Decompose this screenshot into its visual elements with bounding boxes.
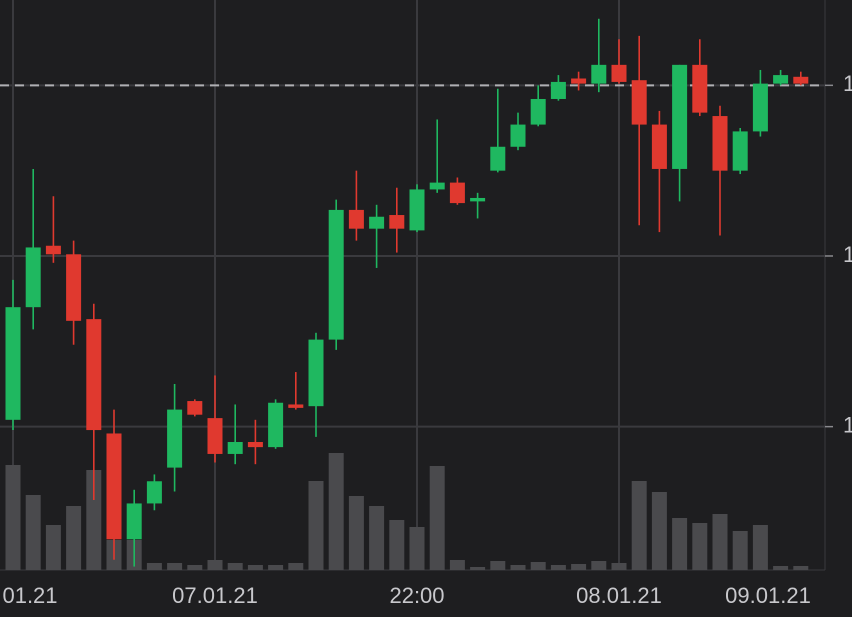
candle-body [712, 116, 728, 171]
x-tick-label: 09.01.21 [725, 583, 811, 608]
candle-body [227, 442, 243, 454]
candle-body [5, 307, 21, 420]
volume-bar [328, 453, 344, 570]
candle-body [732, 131, 748, 171]
candle-body [550, 81, 566, 99]
candle-body [793, 76, 809, 84]
candle-body [429, 182, 445, 190]
volume-bar [66, 506, 82, 570]
volume-bar [732, 531, 748, 570]
candle-body [389, 215, 405, 229]
volume-bar [752, 525, 768, 570]
volume-bar [510, 565, 526, 570]
candle-body [66, 254, 82, 321]
volume-bar [308, 481, 324, 570]
candle-body [308, 339, 324, 407]
candle-body [672, 64, 688, 169]
volume-bar [247, 565, 263, 570]
volume-bar [530, 562, 546, 570]
candle-body [773, 75, 789, 84]
volume-bar [692, 523, 708, 570]
volume-bar [550, 565, 566, 570]
volume-bar [5, 465, 21, 570]
volume-bar [288, 563, 304, 570]
volume-bar [793, 566, 809, 570]
candle-body [651, 124, 667, 169]
volume-bar [470, 567, 486, 570]
candle-body [611, 64, 627, 82]
volume-bar [227, 563, 243, 570]
x-tick-label: 07.01.21 [172, 583, 258, 608]
volume-bar [187, 565, 203, 570]
candle-body [45, 245, 61, 255]
volume-bar [369, 506, 385, 570]
volume-bar [490, 561, 506, 570]
y-tick-label: 1 [843, 242, 852, 267]
volume-bar [45, 525, 61, 570]
volume-bar [591, 561, 607, 570]
candle-body [288, 404, 304, 408]
volume-bar [651, 492, 667, 570]
candle-body [187, 401, 203, 415]
candle-body [247, 442, 263, 448]
candle-body [490, 146, 506, 171]
volume-bar [672, 518, 688, 570]
x-tick-label: 08.01.21 [576, 583, 662, 608]
volume-bar [712, 514, 728, 570]
volume-bar [389, 520, 405, 570]
candle-body [752, 83, 768, 132]
x-tick-label: 01.21 [2, 583, 57, 608]
volume-bar [348, 496, 364, 570]
candle-body [146, 481, 162, 504]
y-tick-label: 1 [843, 412, 852, 437]
candle-body [348, 209, 364, 229]
candle-body [268, 402, 284, 448]
volume-bar [773, 566, 789, 570]
candle-body [25, 247, 41, 308]
volume-bar [207, 560, 223, 570]
candle-body [470, 197, 486, 202]
candle-body [692, 64, 708, 113]
candle-body [106, 433, 122, 540]
candle-body [449, 182, 465, 204]
candle-body [207, 418, 223, 454]
y-tick-label: 1 [843, 71, 852, 96]
volume-bar [146, 563, 162, 570]
volume-bar [25, 495, 41, 570]
candle-body [409, 189, 425, 231]
volume-bar [429, 466, 445, 570]
candle-body [369, 216, 385, 229]
x-tick-label: 22:00 [389, 583, 444, 608]
volume-bar [449, 560, 465, 570]
candle-body [510, 124, 526, 147]
volume-bar [631, 481, 647, 570]
candle-body [530, 98, 546, 125]
volume-bar [268, 565, 284, 570]
candle-body [631, 80, 647, 125]
volume-bar [167, 563, 183, 570]
volume-bar [611, 563, 627, 570]
volume-bar [409, 527, 425, 570]
candle-body [86, 319, 102, 431]
candle-body [591, 64, 607, 84]
candle-body [328, 209, 344, 340]
candle-body [126, 503, 142, 540]
candle-body [167, 409, 183, 468]
candle-body [571, 78, 587, 84]
volume-bar [86, 470, 102, 570]
volume-bar [571, 564, 587, 570]
